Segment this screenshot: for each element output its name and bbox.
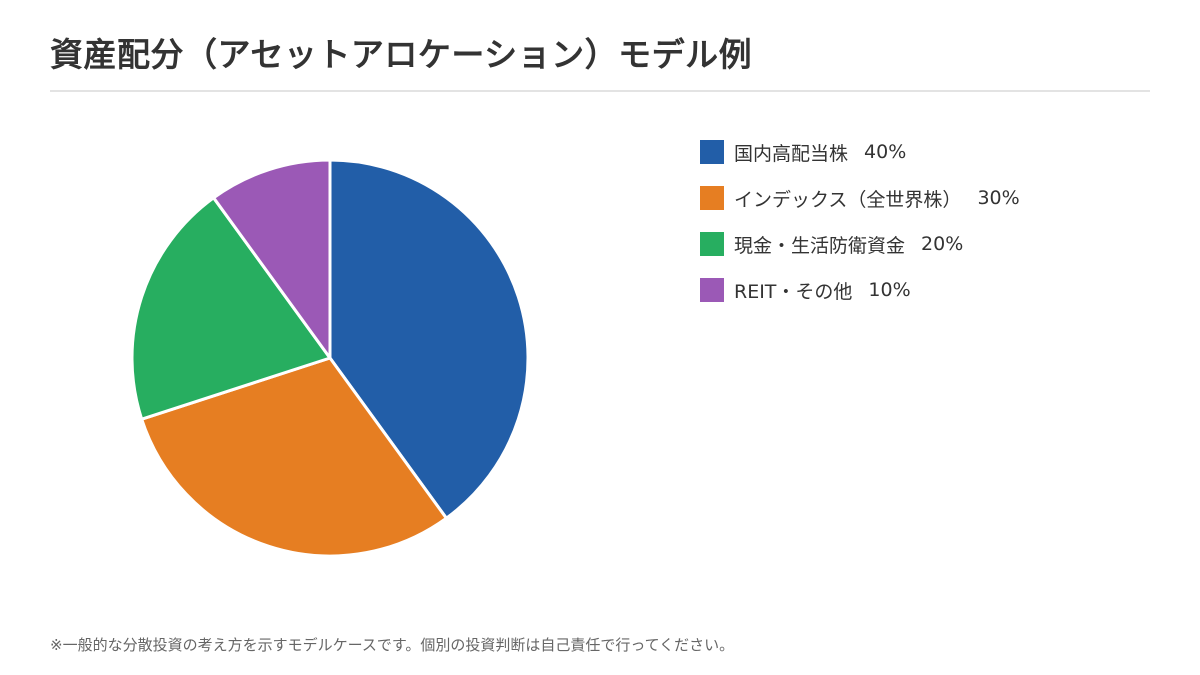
legend-item: 国内高配当株 40% [700, 140, 1020, 165]
pie-slice-3 [130, 196, 332, 421]
pie-slice-4 [212, 158, 332, 360]
chart-legend: 国内高配当株 40% インデックス（全世界株） 30% 現金・生活防衛資金 20… [700, 140, 1020, 324]
legend-swatch [700, 278, 724, 302]
legend-item: インデックス（全世界株） 30% [700, 186, 1020, 211]
legend-swatch [700, 140, 724, 164]
pie-chart [110, 140, 550, 580]
legend-swatch [700, 186, 724, 210]
disclaimer-note: ※一般的な分散投資の考え方を示すモデルケースです。個別の投資判断は自己責任で行っ… [50, 636, 735, 654]
legend-label: 現金・生活防衛資金 [734, 234, 906, 257]
legend-label: REIT・その他 [734, 280, 853, 303]
legend-item: 現金・生活防衛資金 20% [700, 232, 1020, 257]
legend-percent: 40% [864, 141, 907, 163]
title-divider [50, 90, 1150, 92]
legend-percent: 10% [868, 279, 911, 301]
legend-percent: 20% [921, 233, 964, 255]
pie-chart-svg [130, 158, 530, 558]
legend-label: 国内高配当株 [734, 142, 849, 165]
legend-percent: 30% [977, 187, 1020, 209]
page-title: 資産配分（アセットアロケーション）モデル例 [50, 35, 753, 74]
legend-item: REIT・その他 10% [700, 278, 1020, 303]
legend-swatch [700, 232, 724, 256]
pie-slice-1 [328, 158, 530, 520]
pie-slice-2 [140, 356, 448, 558]
legend-label: インデックス（全世界株） [734, 188, 962, 211]
